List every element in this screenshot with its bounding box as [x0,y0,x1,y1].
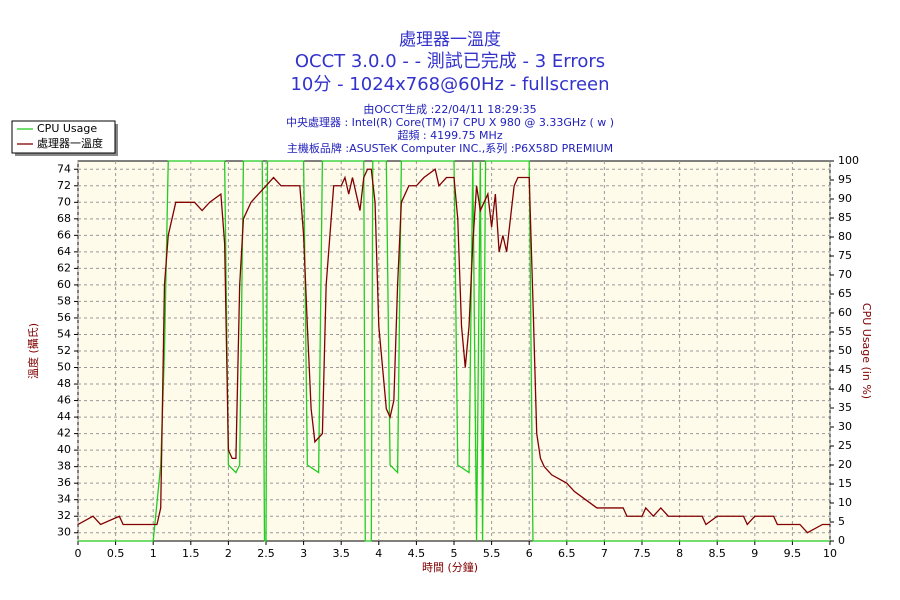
y2-tick-label: 80 [838,230,852,243]
x-tick-label: 0.5 [107,547,125,560]
y2-axis-label: CPU Usage (in %) [860,303,873,399]
x-tick-label: 8.5 [708,547,726,560]
x-tick-label: 1.5 [182,547,200,560]
y2-tick-label: 70 [838,268,852,281]
x-tick-label: 9 [751,547,758,560]
chart-subtitle: 10分 - 1024x768@60Hz - fullscreen [290,74,609,95]
y-tick-label: 58 [57,294,71,307]
y-tick-label: 66 [57,228,71,241]
y-tick-label: 40 [57,443,71,456]
y-tick-label: 74 [57,162,71,175]
x-tick-label: 4.5 [408,547,426,560]
info-line: 超頻 : 4199.75 MHz [397,128,502,142]
y-tick-label: 70 [57,195,71,208]
y-tick-label: 30 [57,526,71,539]
x-tick-label: 2.5 [257,547,275,560]
y-tick-label: 72 [57,179,71,192]
x-tick-label: 9.5 [784,547,802,560]
x-tick-label: 2 [225,547,232,560]
y2-tick-label: 85 [838,211,852,224]
legend [11,120,116,154]
x-tick-label: 3.5 [332,547,350,560]
y2-tick-label: 45 [838,363,852,376]
chart-subtitle: OCCT 3.0.0 - - 測試已完成 - 3 Errors [295,51,605,72]
y2-tick-label: 40 [838,382,852,395]
y2-tick-label: 65 [838,287,852,300]
x-tick-label: 4 [375,547,382,560]
y-tick-label: 38 [57,460,71,473]
legend-label: 處理器一溫度 [37,136,103,150]
x-tick-label: 0 [75,547,82,560]
y-tick-label: 54 [57,327,71,340]
y2-tick-label: 25 [838,439,852,452]
legend-label: CPU Usage [37,122,97,135]
y-axis-label: 溫度 (攝氏) [26,323,40,379]
y-tick-label: 42 [57,427,71,440]
y2-tick-label: 60 [838,306,852,319]
y2-tick-label: 10 [838,496,852,509]
x-tick-label: 6.5 [558,547,576,560]
y-tick-label: 34 [57,493,71,506]
x-tick-label: 6 [526,547,533,560]
y2-tick-label: 90 [838,192,852,205]
info-line: 由OCCT生成 :22/04/11 18:29:35 [363,102,536,116]
y2-tick-label: 30 [838,420,852,433]
y-tick-label: 68 [57,212,71,225]
x-tick-label: 7.5 [633,547,651,560]
y-tick-label: 60 [57,278,71,291]
y-tick-label: 44 [57,410,71,423]
x-tick-label: 10 [823,547,837,560]
x-tick-label: 5 [451,547,458,560]
y2-tick-label: 35 [838,401,852,414]
y2-tick-label: 100 [838,154,859,167]
y-tick-label: 46 [57,394,71,407]
x-tick-label: 1 [150,547,157,560]
y-tick-label: 36 [57,476,71,489]
y-tick-label: 62 [57,261,71,274]
y-tick-label: 64 [57,245,71,258]
y2-tick-label: 0 [838,534,845,547]
y2-tick-label: 50 [838,344,852,357]
y2-tick-label: 5 [838,515,845,528]
series-line [78,160,830,542]
y2-tick-label: 75 [838,249,852,262]
y-tick-label: 52 [57,344,71,357]
y-tick-label: 32 [57,509,71,522]
y2-tick-label: 55 [838,325,852,338]
y-tick-label: 48 [57,377,71,390]
y2-tick-label: 20 [838,458,852,471]
y2-tick-label: 15 [838,477,852,490]
x-tick-label: 5.5 [483,547,501,560]
x-tick-label: 8 [676,547,683,560]
chart-title: 處理器一溫度 [399,30,501,50]
y2-tick-label: 95 [838,173,852,186]
info-line: 中央處理器 : Intel(R) Core(TM) i7 CPU X 980 @… [286,115,614,129]
x-tick-label: 7 [601,547,608,560]
info-line: 主機板品牌 :ASUSTeK Computer INC.,系列 :P6X58D … [287,141,613,155]
y-tick-label: 50 [57,361,71,374]
x-axis-label: 時間 (分鐘) [422,560,478,574]
y-tick-label: 56 [57,311,71,324]
x-tick-label: 3 [300,547,307,560]
series-line [78,168,830,534]
